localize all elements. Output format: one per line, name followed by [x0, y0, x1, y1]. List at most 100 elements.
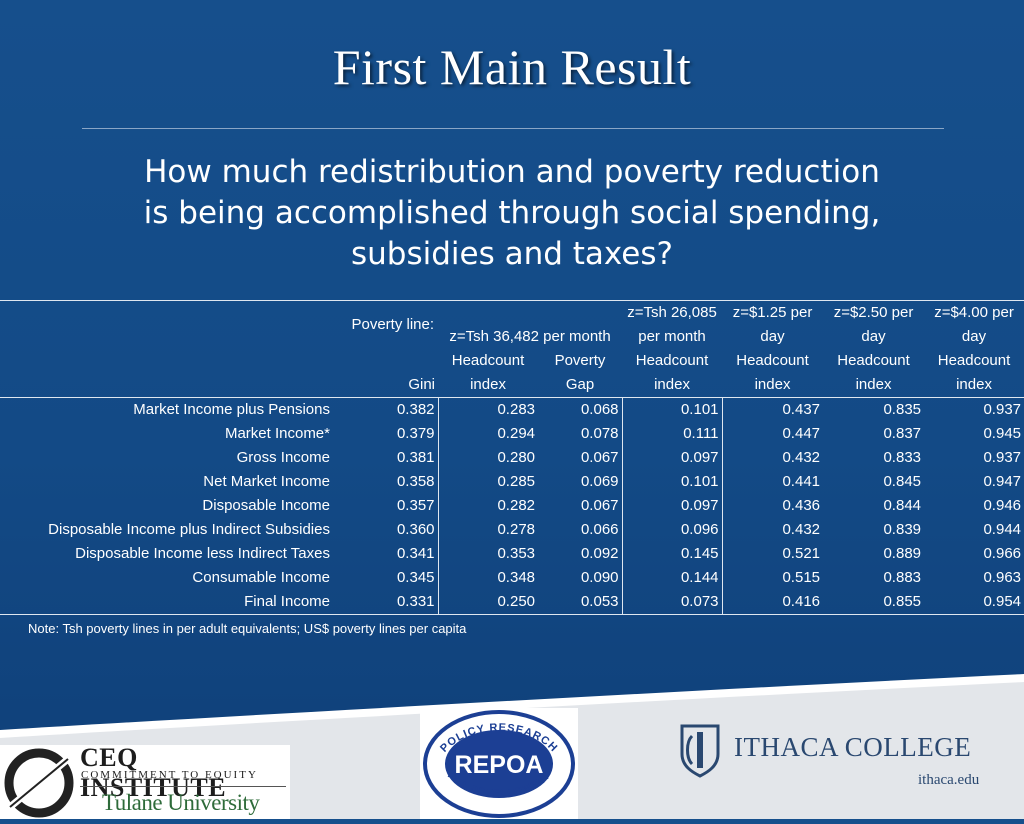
row-label: Disposable Income less Indirect Taxes	[75, 545, 330, 562]
header-usd250-line1: z=$2.50 per	[833, 304, 914, 321]
table-cell: 0.068	[538, 397, 623, 422]
subheader-index: index	[438, 373, 539, 398]
repoa-badge-icon: POLICY RESEARCH FOR DEVELOPMENT REPOA	[423, 710, 575, 818]
question-line-1: How much redistribution and poverty redu…	[144, 154, 880, 190]
ceq-divider	[80, 786, 286, 787]
results-table: Poverty line: z=Tsh 26,085 z=$1.25 per z…	[0, 300, 1024, 615]
subheader-headcount: Headcount	[837, 352, 910, 369]
subheader-index: index	[924, 373, 1024, 398]
table-cell: 0.348	[497, 569, 536, 586]
table-cell: 0.833	[883, 449, 922, 466]
table-cell: 0.066	[538, 518, 623, 542]
header-usd400-line2: day	[961, 328, 987, 345]
subheader-headcount: Headcount	[635, 352, 709, 369]
table-row: Disposable Income 0.357 0.282 0.067 0.097 0.4…	[0, 494, 1024, 518]
table-row: Final Income 0.331 0.250 0.053 0.073 0.416 0.8…	[0, 590, 1024, 615]
table-row: Disposable Income plus Indirect Subsidie…	[0, 518, 1024, 542]
ceq-tulane-logo: CEQ INSTITUTE COMMITMENT TO EQUITY Tulan…	[0, 743, 290, 819]
table-cell: 0.441	[782, 473, 821, 490]
table-cell: 0.067	[538, 446, 623, 470]
header-row-4: Gini index Gap index index index index	[0, 373, 1024, 398]
table-cell: 0.883	[883, 569, 922, 586]
slide-title: First Main Result	[332, 39, 692, 95]
table-note: Note: Tsh poverty lines in per adult equ…	[28, 621, 467, 636]
table-cell: 0.889	[883, 545, 922, 562]
row-label: Market Income*	[224, 425, 330, 442]
table-cell: 0.283	[497, 401, 536, 418]
repoa-name: REPOA	[455, 751, 544, 779]
table-row: Disposable Income less Indirect Taxes 0.3…	[0, 542, 1024, 566]
subheader-gap: Gap	[538, 373, 623, 398]
row-label: Disposable Income	[202, 497, 330, 514]
table-cell: 0.937	[983, 401, 1022, 418]
subheader-poverty-gap: Poverty	[554, 352, 606, 369]
table-cell: 0.053	[538, 590, 623, 615]
table-cell: 0.382	[338, 397, 439, 422]
table-cell: 0.090	[538, 566, 623, 590]
header-usd250-line2: day	[861, 328, 886, 345]
table-cell: 0.835	[883, 401, 922, 418]
table-cell: 0.432	[782, 449, 821, 466]
table-cell: 0.381	[338, 446, 439, 470]
table-cell: 0.447	[782, 425, 821, 442]
table-cell: 0.837	[883, 425, 922, 442]
table-cell: 0.341	[338, 542, 439, 566]
subheader-headcount: Headcount	[736, 352, 809, 369]
table-cell: 0.966	[983, 545, 1022, 562]
table-cell: 0.069	[538, 470, 623, 494]
table-cell: 0.945	[983, 425, 1022, 442]
question-text: How much redistribution and poverty redu…	[60, 152, 964, 275]
gini-header: Gini	[338, 373, 439, 398]
header-row-3: Headcount Poverty Headcount Headcount He…	[0, 349, 1024, 373]
ithaca-name: ITHACA COLLEGE	[734, 732, 972, 762]
table-cell: 0.145	[622, 542, 723, 566]
subheader-index: index	[823, 373, 925, 398]
table-cell: 0.844	[883, 497, 922, 514]
row-label: Market Income plus Pensions	[133, 401, 330, 418]
table-cell: 0.432	[782, 521, 821, 538]
table-cell: 0.285	[497, 473, 536, 490]
table-cell: 0.073	[622, 590, 723, 615]
row-label: Net Market Income	[203, 473, 330, 490]
ceq-tagline: COMMITMENT TO EQUITY	[81, 769, 258, 781]
table-cell: 0.144	[622, 566, 723, 590]
table-cell: 0.954	[924, 590, 1024, 615]
table-cell: 0.101	[622, 397, 723, 422]
poverty-line-label: Poverty line:	[351, 316, 435, 333]
question-line-3: subsidies and taxes?	[350, 236, 673, 272]
question-line-2: is being accomplished through social spe…	[143, 195, 881, 231]
header-tsh26-line2: per month	[638, 328, 706, 345]
table-cell: 0.358	[338, 470, 439, 494]
table-cell: 0.947	[983, 473, 1022, 490]
table-row: Consumable Income 0.345 0.348 0.090 0.144 0.5…	[0, 566, 1024, 590]
table-cell: 0.111	[622, 422, 723, 446]
table-cell: 0.360	[338, 518, 439, 542]
ceq-emblem-icon	[4, 748, 74, 818]
table-row: Gross Income 0.381 0.280 0.067 0.097 0.432 0.8…	[0, 446, 1024, 470]
ithaca-shield-icon	[680, 724, 720, 778]
table-cell: 0.379	[338, 422, 439, 446]
table-cell: 0.963	[983, 569, 1022, 586]
row-label: Final Income	[0, 590, 338, 615]
table-cell: 0.345	[338, 566, 439, 590]
table-cell: 0.946	[983, 497, 1022, 514]
subheader-index: index	[722, 373, 824, 398]
table-cell: 0.294	[497, 425, 536, 442]
table-cell: 0.515	[782, 569, 821, 586]
table-cell: 0.101	[622, 470, 723, 494]
header-usd125-line2: day	[760, 328, 785, 345]
table-cell: 0.078	[538, 422, 623, 446]
ithaca-url: ithaca.edu	[918, 772, 980, 788]
row-label: Disposable Income plus Indirect Subsidie…	[48, 521, 330, 538]
table-row: Net Market Income 0.358 0.285 0.069 0.101 0.4…	[0, 470, 1024, 494]
table-cell: 0.278	[497, 521, 536, 538]
ithaca-logo: ITHACA COLLEGE ithaca.edu	[676, 718, 1006, 798]
subheader-headcount: Headcount	[937, 352, 1011, 369]
title-divider	[82, 128, 944, 129]
header-tsh36: z=Tsh 36,482 per month	[449, 328, 611, 345]
subheader-index: index	[622, 373, 723, 398]
table-row: Market Income plus Pensions 0.382 0.283 0.0…	[0, 397, 1024, 422]
table-cell: 0.437	[782, 401, 821, 418]
header-usd400-line1: z=$4.00 per	[934, 304, 1014, 321]
header-row-1: Poverty line: z=Tsh 26,085 z=$1.25 per z…	[0, 300, 1024, 333]
